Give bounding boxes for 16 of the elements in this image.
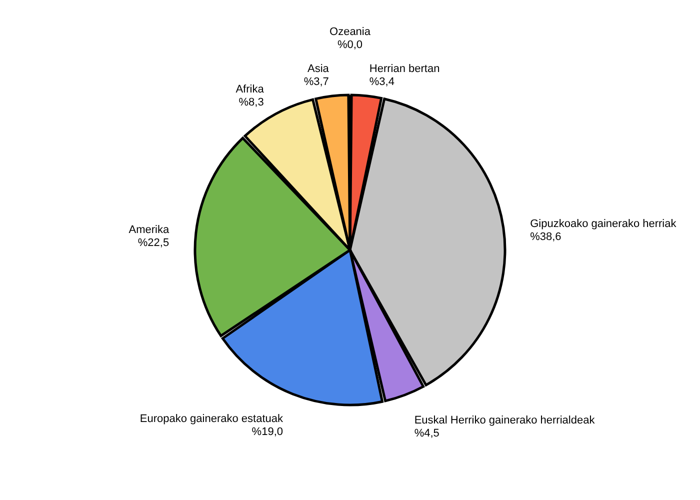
slice-label: Afrika: [236, 84, 265, 96]
slice-label: Gipuzkoako gainerako herriak: [530, 218, 677, 230]
data-label: %8,3: [238, 96, 264, 109]
slice-label: Amerika: [128, 224, 170, 236]
slice-label: Euskal Herriko gainerako herrialdeak: [414, 414, 596, 426]
data-label: %3,4: [369, 76, 394, 88]
data-label: %3,7: [304, 76, 329, 88]
slice-label: Herrian bertan: [369, 63, 440, 76]
data-label: %38,6: [530, 230, 562, 243]
data-label: %19,0: [252, 426, 283, 438]
category-label: Ozeania: [330, 26, 370, 38]
slice-label: Asia: [307, 63, 330, 76]
data-label: %4,5: [414, 427, 440, 440]
slice-label: Europako gainerako estatuak: [140, 413, 284, 426]
text: %0,0: [337, 39, 363, 51]
data-label: %22,5: [138, 237, 170, 250]
